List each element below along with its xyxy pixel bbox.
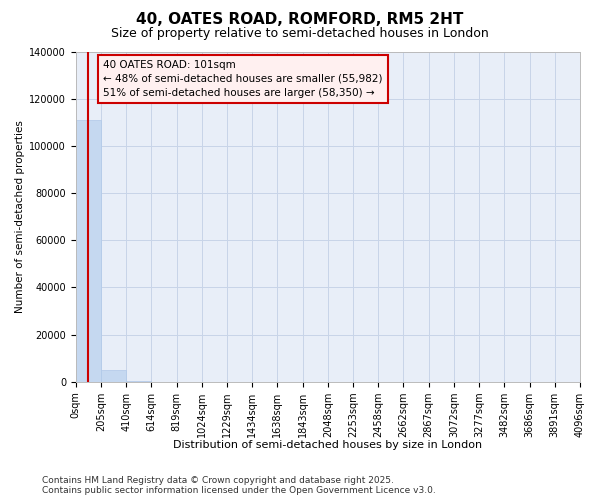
X-axis label: Distribution of semi-detached houses by size in London: Distribution of semi-detached houses by … [173, 440, 482, 450]
Text: 40 OATES ROAD: 101sqm
← 48% of semi-detached houses are smaller (55,982)
51% of : 40 OATES ROAD: 101sqm ← 48% of semi-deta… [103, 60, 382, 98]
Bar [101, 370, 126, 382]
Text: Size of property relative to semi-detached houses in London: Size of property relative to semi-detach… [111, 28, 489, 40]
Bar [76, 120, 101, 382]
Text: 40, OATES ROAD, ROMFORD, RM5 2HT: 40, OATES ROAD, ROMFORD, RM5 2HT [136, 12, 464, 28]
Y-axis label: Number of semi-detached properties: Number of semi-detached properties [15, 120, 25, 313]
Bar [126, 381, 151, 382]
Text: Contains HM Land Registry data © Crown copyright and database right 2025.
Contai: Contains HM Land Registry data © Crown c… [42, 476, 436, 495]
